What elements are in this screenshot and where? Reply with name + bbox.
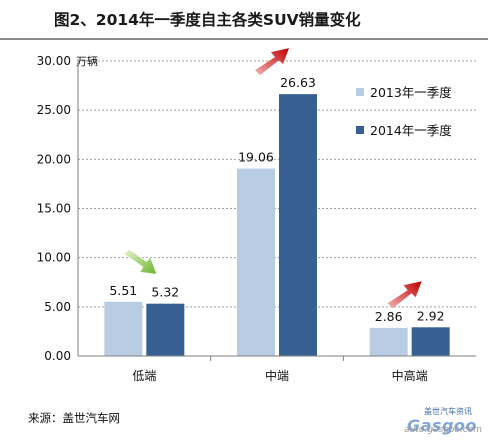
bar-1-3 — [369, 327, 408, 356]
legend-swatch — [356, 126, 364, 134]
x-tick-label: 中高端 — [392, 368, 428, 383]
data-label: 2.92 — [417, 308, 445, 323]
bar-1-2 — [237, 168, 275, 356]
x-tick-label: 中端 — [265, 368, 289, 383]
watermark-domain: auto.gasgoo.com — [404, 425, 482, 435]
bar-1-1 — [104, 301, 143, 356]
data-label: 5.51 — [109, 283, 137, 298]
legend-label: 2014年一季度 — [370, 123, 452, 138]
bar-2-1 — [146, 303, 185, 356]
y-tick-label: 5.00 — [44, 300, 71, 314]
y-tick-label: 25.00 — [37, 103, 71, 117]
trend-arrow-up-icon — [255, 48, 289, 76]
y-tick-label: 20.00 — [37, 152, 71, 166]
legend-swatch — [356, 88, 364, 96]
y-tick-label: 0.00 — [44, 349, 71, 363]
chart-title: 图2、2014年一季度自主各类SUV销量变化 — [54, 11, 361, 29]
x-tick-label: 低端 — [132, 369, 156, 383]
y-tick-label: 30.00 — [37, 54, 71, 68]
y-tick-label: 10.00 — [37, 251, 71, 265]
watermark-logo: Gasgoo — [407, 416, 477, 435]
data-label: 2.86 — [375, 309, 403, 324]
watermark-text: 盖世汽车资讯 — [424, 407, 472, 416]
trend-arrow-up-icon — [387, 281, 422, 309]
trend-arrow-down-icon — [124, 249, 157, 274]
y-tick-label: 15.00 — [37, 202, 71, 216]
legend-label: 2013年一季度 — [370, 85, 452, 100]
y-axis-unit: 万辆 — [76, 54, 98, 68]
title-divider — [0, 38, 488, 40]
data-label: 26.63 — [280, 75, 316, 90]
data-label: 5.32 — [151, 285, 179, 300]
bar-2-2 — [279, 94, 317, 356]
source-note: 来源：盖世汽车网 — [28, 411, 120, 425]
bar-2-3 — [411, 327, 450, 356]
data-label: 19.06 — [238, 150, 274, 165]
